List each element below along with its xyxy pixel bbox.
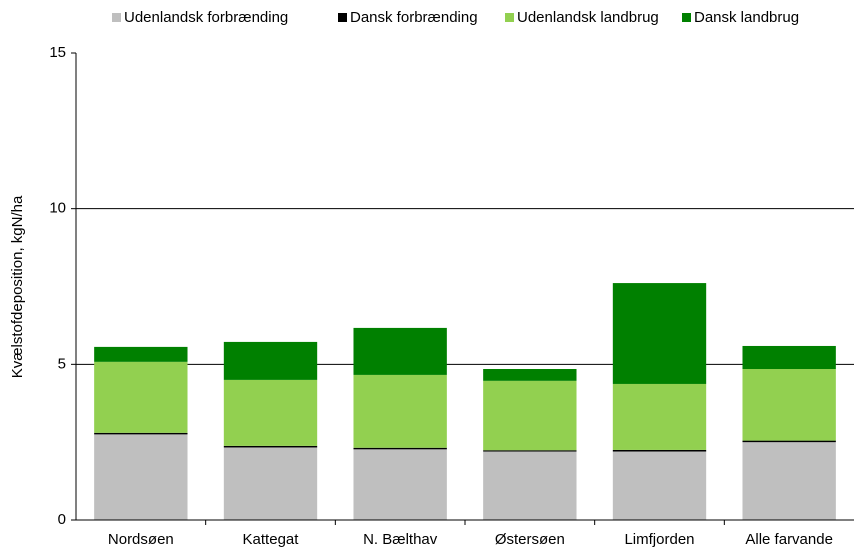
y-axis-label: Kvælstofdeposition, kgN/ha [9, 195, 26, 378]
bar-segment [612, 383, 707, 450]
legend-swatch [338, 13, 347, 22]
bar-segment [742, 345, 836, 370]
legend-swatch [505, 13, 514, 22]
bar-segment [612, 451, 707, 520]
bar-segment [742, 440, 836, 443]
bar-segment [94, 434, 188, 520]
legend-swatch [112, 13, 121, 22]
bar-segment [223, 447, 318, 520]
y-tick-label: 10 [49, 200, 66, 217]
bar-segment [483, 369, 577, 381]
y-tick-label: 5 [58, 355, 66, 372]
y-tick-label: 15 [49, 44, 66, 61]
bar-segment [742, 369, 836, 441]
bar-segment [483, 380, 577, 451]
bar-segment [94, 361, 188, 433]
x-tick-label: N. Bælthav [363, 531, 438, 547]
bar-segment [612, 283, 707, 384]
bar-segment [353, 374, 447, 448]
bar-segment [353, 447, 447, 450]
legend-label: Udenlandsk forbrænding [124, 9, 288, 26]
bar-segment [223, 379, 318, 446]
bar-segment [223, 341, 318, 380]
y-tick-label: 0 [58, 511, 66, 528]
bar-segment [353, 449, 447, 520]
x-tick-label: Alle farvande [745, 531, 833, 547]
bar-segment [742, 442, 836, 520]
x-tick-label: Limfjorden [624, 531, 694, 547]
bar-segment [483, 451, 577, 520]
bar-segment [94, 346, 188, 362]
legend-label: Dansk landbrug [694, 9, 799, 26]
x-tick-label: Kattegat [243, 531, 300, 547]
bar-segment [94, 432, 188, 435]
x-tick-label: Nordsøen [108, 531, 174, 547]
bar-segment [612, 449, 707, 452]
legend-swatch [682, 13, 691, 22]
bar-segment [483, 450, 577, 452]
bar-segment [223, 445, 318, 448]
legend-label: Udenlandsk landbrug [517, 9, 659, 26]
legend-label: Dansk forbrænding [350, 9, 478, 26]
bar-segment [353, 327, 447, 375]
x-tick-label: Østersøen [495, 531, 565, 547]
